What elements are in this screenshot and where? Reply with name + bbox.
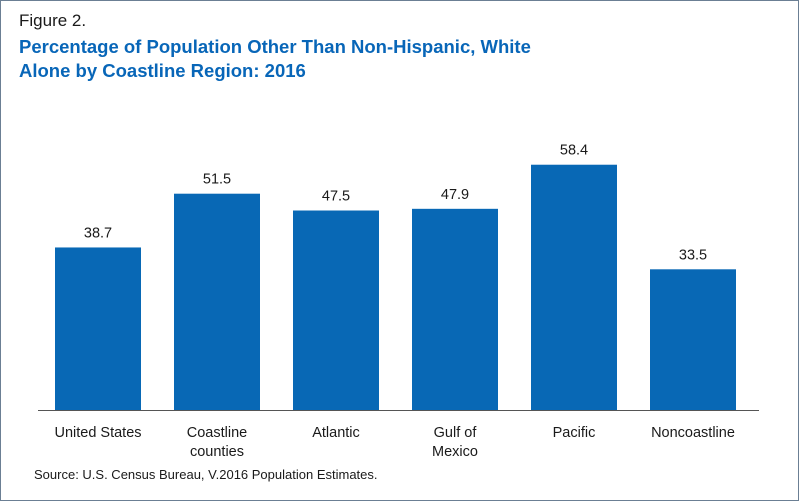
- chart-title-line-1: Percentage of Population Other Than Non-…: [19, 36, 531, 57]
- bar-value-label-2: 47.5: [322, 189, 350, 205]
- bar-value-label-3: 47.9: [441, 187, 469, 203]
- bar-value-label-1: 51.5: [203, 172, 231, 188]
- category-label-3-line-1: Mexico: [432, 444, 478, 460]
- category-label-1-line-0: Coastline: [187, 425, 247, 441]
- category-label-2: Atlantic: [312, 425, 360, 441]
- figure-label: Figure 2.: [19, 11, 87, 30]
- category-label-3-line-0: Gulf of: [434, 425, 478, 441]
- bar-3: [412, 208, 498, 410]
- source-note: Source: U.S. Census Bureau, V.2016 Popul…: [34, 467, 378, 482]
- bar-value-label-0: 38.7: [84, 225, 112, 241]
- category-label-0: United States: [54, 425, 141, 441]
- category-label-1-line-1: counties: [190, 444, 244, 460]
- bar-5: [650, 269, 736, 410]
- bar-2: [293, 210, 379, 410]
- bar-4: [531, 164, 617, 410]
- bar-value-label-4: 58.4: [560, 143, 588, 159]
- bar-1: [174, 193, 260, 410]
- bar-0: [55, 247, 141, 410]
- chart-title: Percentage of Population Other Than Non-…: [19, 35, 719, 83]
- chart-title-line-2: Alone by Coastline Region: 2016: [19, 60, 306, 81]
- category-label-4: Pacific: [553, 425, 596, 441]
- category-label-5: Noncoastline: [651, 425, 735, 441]
- bar-value-label-5: 33.5: [679, 247, 707, 263]
